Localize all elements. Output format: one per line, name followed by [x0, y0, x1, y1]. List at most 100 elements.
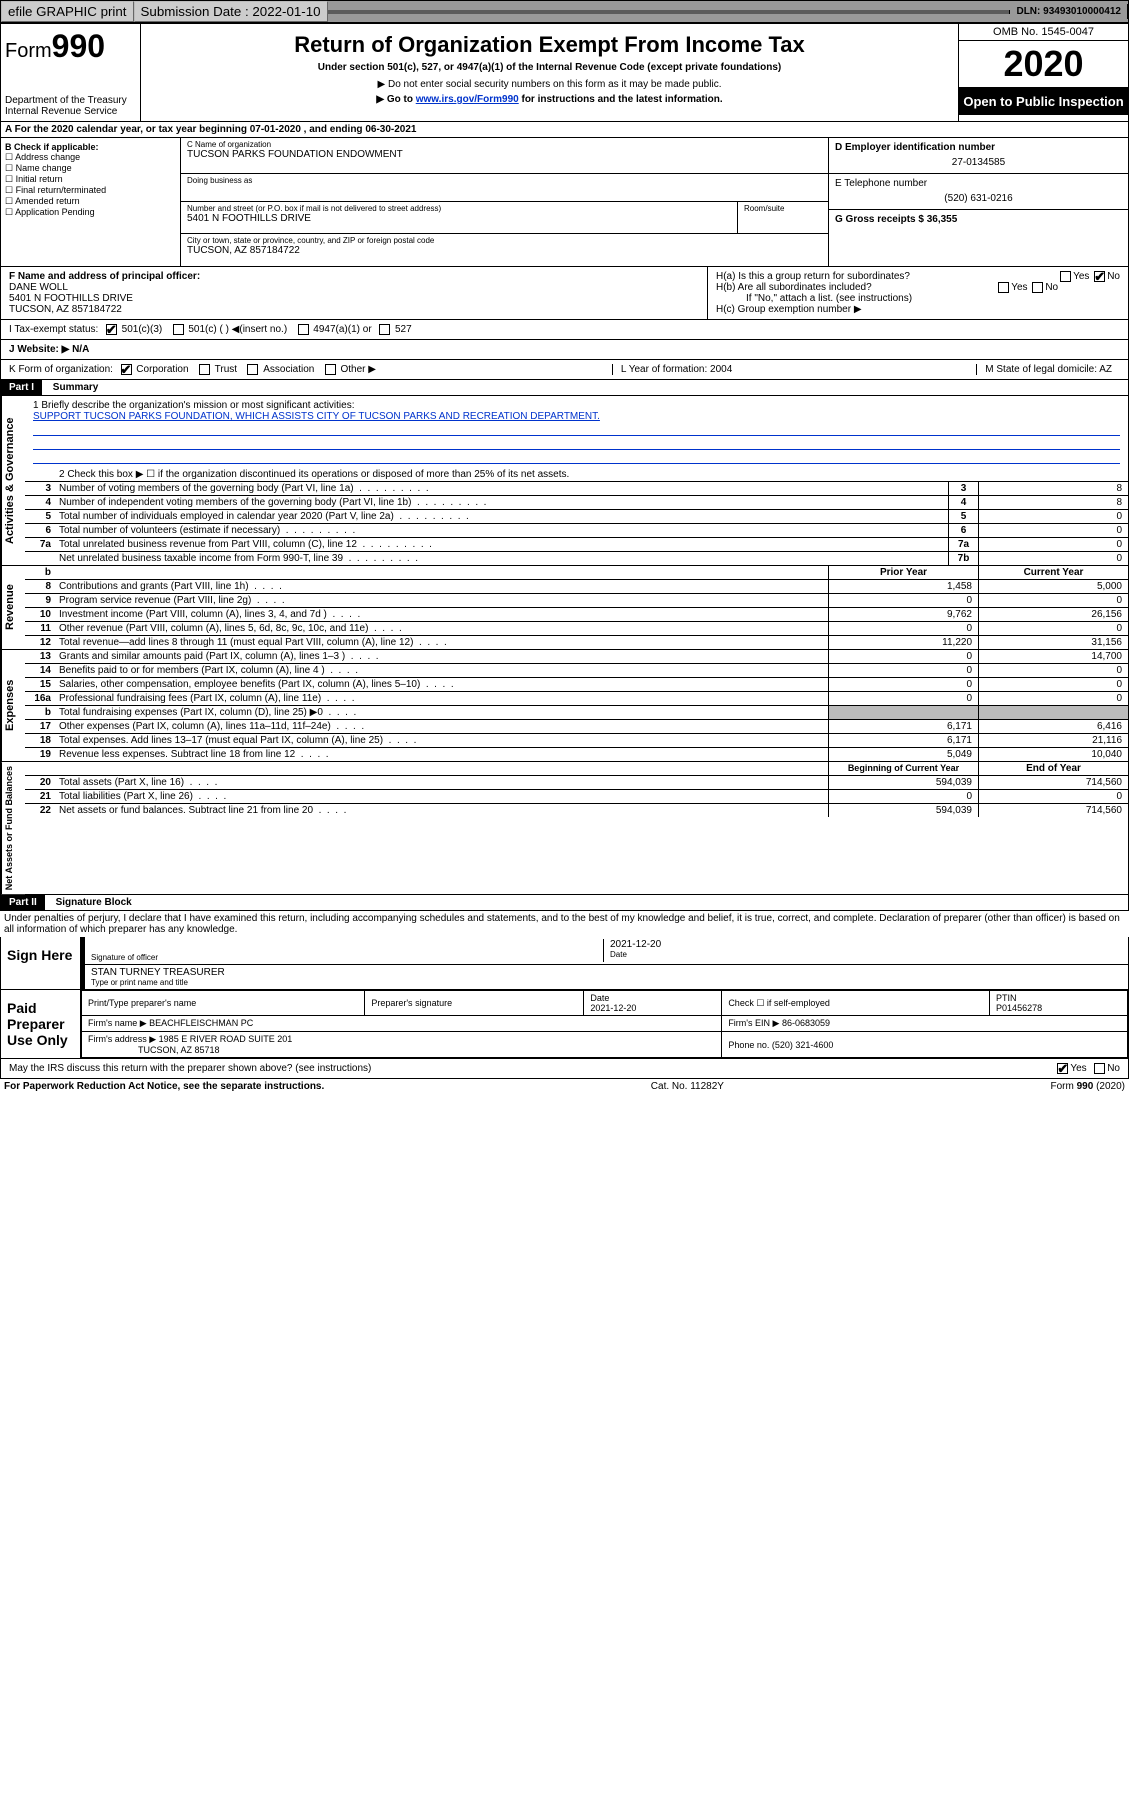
end-year-header: End of Year	[978, 762, 1128, 775]
firm-name-value: BEACHFLEISCHMAN PC	[149, 1018, 253, 1028]
expenses-section: Expenses 13Grants and similar amounts pa…	[0, 650, 1129, 762]
data-line: 8Contributions and grants (Part VIII, li…	[25, 580, 1128, 594]
header-right: OMB No. 1545-0047 2020 Open to Public In…	[958, 24, 1128, 121]
firm-phone-value: (520) 321-4600	[772, 1040, 834, 1050]
fh-block: F Name and address of principal officer:…	[0, 267, 1129, 320]
gov-line: 6Total number of volunteers (estimate if…	[25, 524, 1128, 538]
officer-addr2: TUCSON, AZ 857184722	[9, 304, 699, 315]
irs-label: Internal Revenue Service	[5, 106, 136, 117]
irs-link[interactable]: www.irs.gov/Form990	[416, 94, 519, 105]
chk-other[interactable]	[325, 364, 336, 375]
top-bar: efile GRAPHIC print Submission Date : 20…	[0, 0, 1129, 23]
vtab-expenses: Expenses	[1, 650, 25, 761]
section-h: H(a) Is this a group return for subordin…	[708, 267, 1128, 319]
gov-line: 4Number of independent voting members of…	[25, 496, 1128, 510]
l-year-formation: L Year of formation: 2004	[612, 364, 740, 375]
governance-section: Activities & Governance 1 Briefly descri…	[0, 396, 1129, 566]
row-k: K Form of organization: Corporation Trus…	[0, 360, 1129, 380]
m-state-domicile: M State of legal domicile: AZ	[976, 364, 1120, 375]
mission-text: SUPPORT TUCSON PARKS FOUNDATION, WHICH A…	[33, 411, 1120, 422]
chk-final-return[interactable]: ☐ Final return/terminated	[5, 185, 176, 196]
bcdeg-block: B Check if applicable: ☐ Address change …	[0, 138, 1129, 267]
cat-no: Cat. No. 11282Y	[651, 1081, 724, 1092]
sig-date-value: 2021-12-20	[610, 939, 1122, 950]
row-a-text: A For the 2020 calendar year, or tax yea…	[5, 124, 416, 135]
discuss-no[interactable]	[1094, 1063, 1105, 1074]
chk-corporation[interactable]	[121, 364, 132, 375]
chk-501c[interactable]	[173, 324, 184, 335]
ssn-note: ▶ Do not enter social security numbers o…	[149, 79, 950, 90]
form-prefix: Form	[5, 40, 52, 62]
chk-initial-return[interactable]: ☐ Initial return	[5, 174, 176, 185]
penalty-text: Under penalties of perjury, I declare th…	[0, 911, 1129, 937]
page-footer: For Paperwork Reduction Act Notice, see …	[0, 1079, 1129, 1094]
omb-number: OMB No. 1545-0047	[959, 24, 1128, 41]
submission-date-button[interactable]: Submission Date : 2022-01-10	[134, 1, 328, 22]
goto-post: for instructions and the latest informat…	[519, 94, 723, 105]
self-employed-check[interactable]: Check ☐ if self-employed	[722, 991, 990, 1016]
prior-year-header: Prior Year	[828, 566, 978, 579]
firm-addr1: 1985 E RIVER ROAD SUITE 201	[159, 1034, 293, 1044]
part1-title: Part I	[1, 380, 42, 395]
data-line: 11Other revenue (Part VIII, column (A), …	[25, 622, 1128, 636]
opt-corp: Corporation	[136, 364, 188, 375]
e-label: E Telephone number	[835, 178, 1122, 189]
chk-4947[interactable]	[298, 324, 309, 335]
chk-amended-return[interactable]: ☐ Amended return	[5, 196, 176, 207]
j-website: J Website: ▶ N/A	[9, 344, 89, 355]
street-label: Number and street (or P.O. box if mail i…	[187, 204, 731, 213]
discuss-yes[interactable]	[1057, 1063, 1068, 1074]
sign-here-section: Sign Here Signature of officer 2021-12-2…	[0, 937, 1129, 990]
ha-yes[interactable]	[1060, 271, 1071, 282]
data-line: 15Salaries, other compensation, employee…	[25, 678, 1128, 692]
part2-header: Part II Signature Block	[0, 895, 1129, 911]
paid-preparer-section: Paid Preparer Use Only Print/Type prepar…	[0, 990, 1129, 1059]
section-f: F Name and address of principal officer:…	[1, 267, 708, 319]
chk-trust[interactable]	[199, 364, 210, 375]
gov-line: Net unrelated business taxable income fr…	[25, 552, 1128, 565]
vtab-governance: Activities & Governance	[1, 396, 25, 565]
city-value: TUCSON, AZ 857184722	[187, 245, 822, 256]
suite-label: Room/suite	[744, 204, 822, 213]
section-c: C Name of organization TUCSON PARKS FOUN…	[181, 138, 828, 266]
f-label: F Name and address of principal officer:	[9, 271, 699, 282]
chk-address-change[interactable]: ☐ Address change	[5, 152, 176, 163]
ein-value: 27-0134585	[835, 157, 1122, 168]
dept-label: Department of the Treasury	[5, 95, 136, 106]
dba-label: Doing business as	[187, 176, 822, 185]
row-i: I Tax-exempt status: 501(c)(3) 501(c) ( …	[0, 320, 1129, 340]
line1-label: 1 Briefly describe the organization's mi…	[33, 400, 1120, 411]
net-assets-section: Net Assets or Fund Balances Beginning of…	[0, 762, 1129, 895]
data-line: 13Grants and similar amounts paid (Part …	[25, 650, 1128, 664]
rev-header-row: b Prior Year Current Year	[25, 566, 1128, 580]
form-subtitle: Under section 501(c), 527, or 4947(a)(1)…	[149, 62, 950, 73]
data-line: bTotal fundraising expenses (Part IX, co…	[25, 706, 1128, 720]
opt-501c: 501(c) ( ) ◀(insert no.)	[188, 324, 287, 335]
opt-other: Other ▶	[340, 364, 375, 375]
ha-label: H(a) Is this a group return for subordin…	[716, 271, 910, 282]
row-a-tax-year: A For the 2020 calendar year, or tax yea…	[0, 122, 1129, 138]
firm-addr2: TUCSON, AZ 85718	[138, 1045, 220, 1055]
chk-name-change[interactable]: ☐ Name change	[5, 163, 176, 174]
gov-line: 7aTotal unrelated business revenue from …	[25, 538, 1128, 552]
chk-application-pending[interactable]: ☐ Application Pending	[5, 207, 176, 218]
chk-association[interactable]	[247, 364, 258, 375]
form-title: Return of Organization Exempt From Incom…	[149, 32, 950, 58]
goto-pre: ▶ Go to	[376, 94, 415, 105]
officer-name-label: Type or print name and title	[91, 978, 1122, 987]
prep-date-header: Date	[590, 993, 609, 1003]
form-header: Form990 Department of the Treasury Inter…	[0, 23, 1129, 122]
hb-yes[interactable]	[998, 282, 1009, 293]
officer-name: DANE WOLL	[9, 282, 699, 293]
chk-527[interactable]	[379, 324, 390, 335]
efile-print-button[interactable]: efile GRAPHIC print	[1, 1, 134, 22]
gov-line: 5Total number of individuals employed in…	[25, 510, 1128, 524]
tax-year: 2020	[959, 41, 1128, 88]
ha-no[interactable]	[1094, 271, 1105, 282]
hb-no[interactable]	[1032, 282, 1043, 293]
form-number: Form990	[5, 28, 136, 65]
sig-officer-label: Signature of officer	[91, 953, 603, 962]
c-name-label: C Name of organization	[187, 140, 822, 149]
chk-501c3[interactable]	[106, 324, 117, 335]
row-j: J Website: ▶ N/A	[0, 340, 1129, 360]
